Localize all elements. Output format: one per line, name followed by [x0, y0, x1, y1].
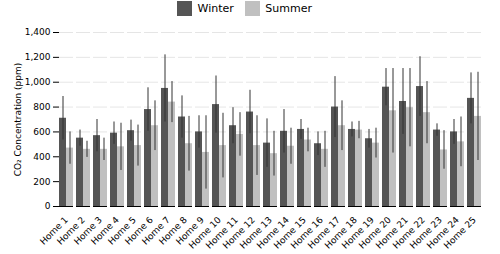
svg-text:Home 1: Home 1 [38, 214, 70, 247]
svg-text:800: 800 [33, 102, 50, 112]
svg-text:400: 400 [33, 152, 50, 162]
svg-text:Home 8: Home 8 [157, 214, 189, 247]
svg-text:Home 4: Home 4 [89, 214, 121, 247]
svg-text:1,400: 1,400 [25, 27, 51, 37]
svg-text:CO₂ Concentration (ppm): CO₂ Concentration (ppm) [13, 63, 23, 177]
svg-text:Home 3: Home 3 [72, 214, 104, 247]
svg-text:Home 9: Home 9 [174, 214, 206, 247]
svg-text:Home 2: Home 2 [55, 214, 87, 247]
svg-text:1,000: 1,000 [25, 77, 51, 87]
html-text:Summer: Summer [265, 1, 312, 15]
svg-text:0: 0 [45, 201, 51, 211]
svg-text:Home 5: Home 5 [106, 214, 138, 247]
svg-text:Home 6: Home 6 [123, 214, 155, 247]
svg-text:Home 7: Home 7 [140, 214, 172, 247]
svg-text:Home 25: Home 25 [442, 215, 478, 250]
svg-text:200: 200 [33, 177, 50, 187]
svg-text:1,200: 1,200 [25, 52, 51, 62]
html-text:Winter: Winter [197, 1, 234, 15]
svg-text:600: 600 [33, 127, 50, 137]
